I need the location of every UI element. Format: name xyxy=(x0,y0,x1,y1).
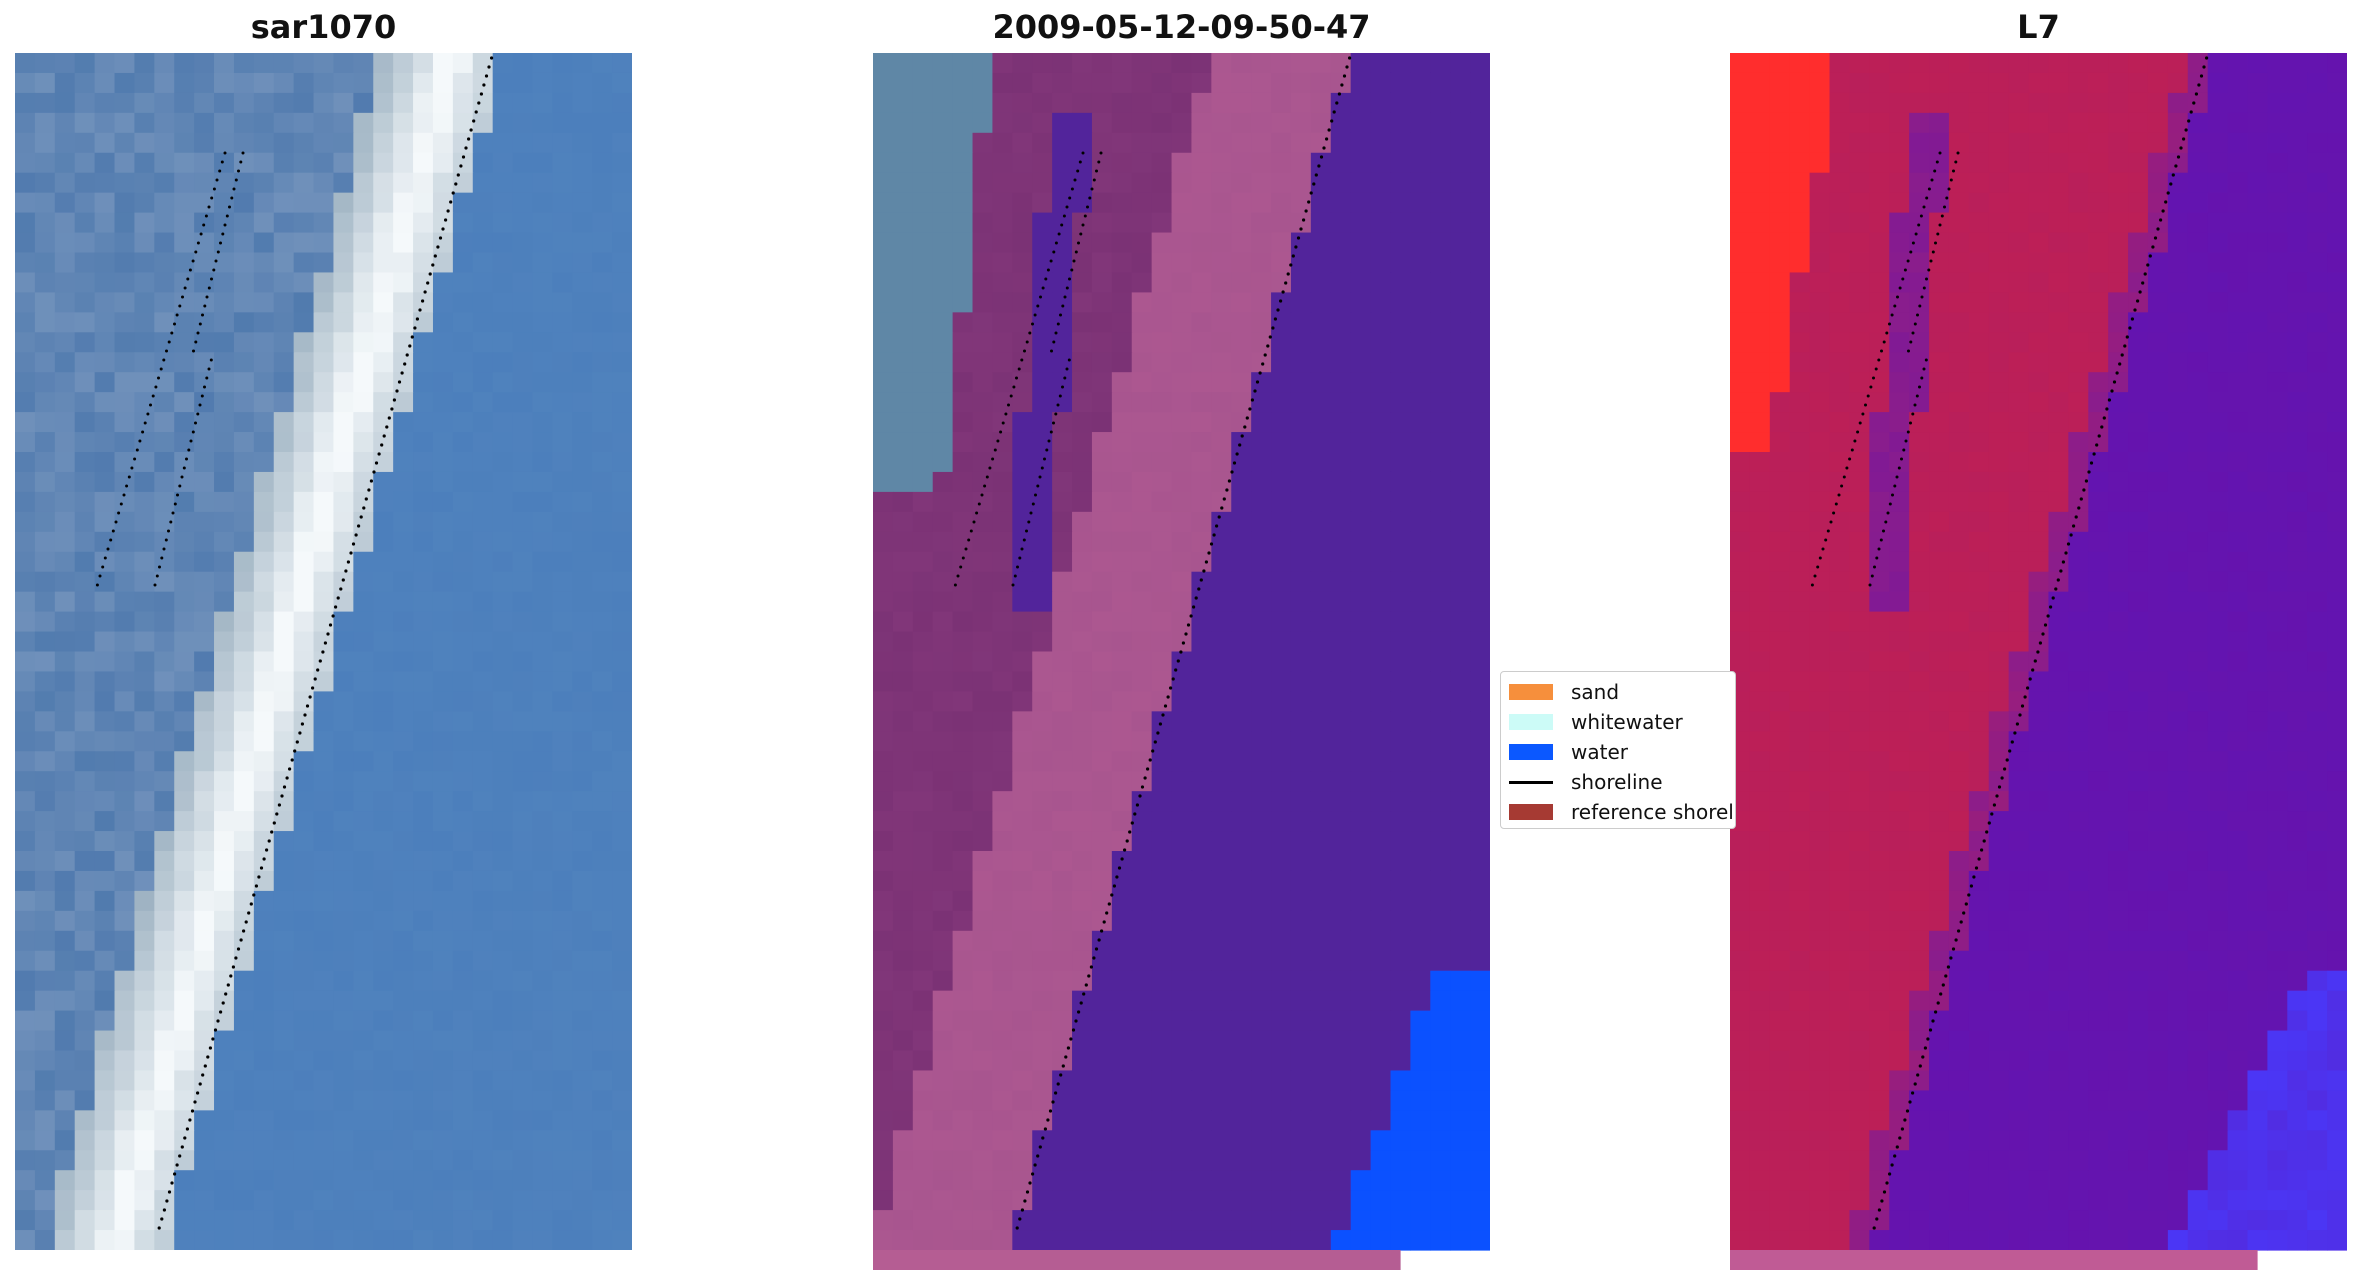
legend-label-shoreline: shoreline xyxy=(1571,770,1663,794)
index-satellite-image xyxy=(1730,53,2347,1270)
legend: sand whitewater water shoreline referenc… xyxy=(1500,671,1736,829)
legend-item-water: water xyxy=(1509,739,1628,765)
shoreline-dots-classified xyxy=(953,56,1352,1230)
panel-title-rgb: sar1070 xyxy=(250,8,397,46)
sand-swatch xyxy=(1509,684,1553,700)
classified-satellite-image xyxy=(873,53,1490,1270)
rgb-satellite-image xyxy=(15,53,632,1250)
index-bottom-strip xyxy=(1730,1250,2258,1270)
whitewater-swatch xyxy=(1509,714,1553,730)
legend-label-whitewater: whitewater xyxy=(1571,710,1683,734)
legend-label-sand: sand xyxy=(1571,680,1620,704)
reference-shoreline-swatch xyxy=(1509,804,1553,820)
shoreline-dots-index xyxy=(1810,56,2209,1230)
legend-item-shoreline: shoreline xyxy=(1509,769,1663,795)
legend-item-whitewater: whitewater xyxy=(1509,709,1683,735)
legend-label-reference-shoreline: reference shoreline xyxy=(1571,800,1735,824)
panel-title-classified: 2009-05-12-09-50-47 xyxy=(992,8,1371,46)
shoreline-dots-rgb xyxy=(95,56,494,1230)
classified-bottom-strip xyxy=(873,1250,1401,1270)
legend-label-water: water xyxy=(1571,740,1628,764)
legend-item-sand: sand xyxy=(1509,679,1619,705)
rgb-image-panel xyxy=(15,53,632,1250)
shoreline-line-icon xyxy=(1509,780,1553,784)
water-swatch xyxy=(1509,744,1553,760)
classified-image-panel xyxy=(873,53,1490,1270)
legend-item-reference-shoreline: reference shoreline xyxy=(1509,799,1735,825)
index-image-panel xyxy=(1730,53,2347,1270)
panel-title-index: L7 xyxy=(2017,8,2060,46)
